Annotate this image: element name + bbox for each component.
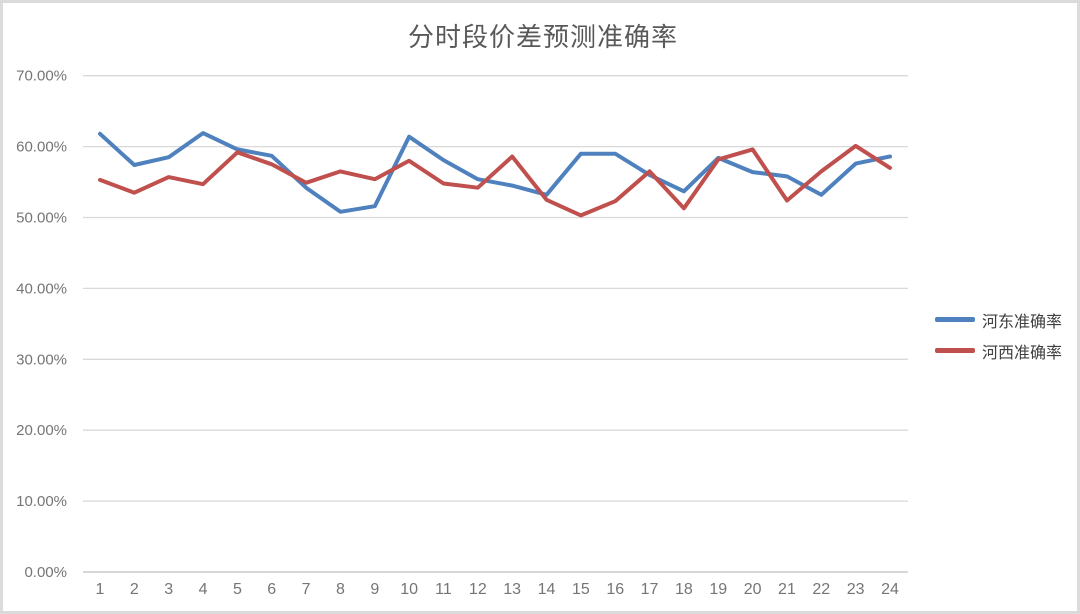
legend-label-hedong: 河东准确率 [982, 311, 1063, 331]
x-axis-label: 1 [96, 581, 105, 598]
y-axis-label: 30.00% [16, 351, 67, 368]
x-axis-label: 24 [881, 581, 899, 598]
series-line-hexi[interactable] [98, 143, 892, 218]
y-axis-label: 20.00% [16, 422, 67, 439]
x-axis-label: 3 [164, 581, 173, 598]
x-axis-label: 22 [812, 581, 830, 598]
x-axis-label: 19 [709, 581, 727, 598]
y-axis-label: 40.00% [16, 280, 67, 297]
x-axis-label: 16 [606, 581, 624, 598]
y-axis-label: 10.00% [16, 493, 67, 510]
x-axis-label: 6 [267, 581, 276, 598]
legend-label-hexi: 河西准确率 [982, 342, 1063, 362]
x-axis-label: 17 [641, 581, 659, 598]
series-line-hedong[interactable] [98, 131, 892, 214]
y-axis-label: 70.00% [16, 68, 67, 85]
y-axis-label: 0.00% [24, 564, 67, 581]
x-axis-label: 12 [469, 581, 487, 598]
x-axis-label: 10 [400, 581, 418, 598]
x-axis-label: 14 [538, 581, 556, 598]
x-axis-label: 11 [435, 581, 452, 598]
x-axis-label: 18 [675, 581, 693, 598]
x-axis-label: 5 [233, 581, 242, 598]
x-axis-label: 21 [778, 581, 796, 598]
x-axis-label: 8 [336, 581, 345, 598]
x-axis-label: 2 [130, 581, 139, 598]
legend-swatch-hexi-icon [935, 348, 975, 353]
y-axis-label: 50.00% [16, 210, 67, 227]
line-chart-plot-area: 0.00% 10.00% 20.00% 30.00% 40.00% 50.00% 60.00… [16, 68, 908, 598]
legend: 河东准确率 河西准确率 [935, 304, 1062, 366]
chart-title: 分时段价差预测准确率 [407, 23, 678, 53]
x-axis-label: 9 [370, 581, 379, 598]
legend-swatch-hedong-icon [935, 317, 975, 322]
x-axis-label: 7 [302, 581, 311, 598]
x-axis-label: 4 [199, 581, 208, 598]
legend-item-hexi[interactable]: 河西准确率 [935, 335, 1062, 366]
y-axis-label: 60.00% [16, 139, 67, 156]
legend-item-hedong[interactable]: 河东准确率 [935, 304, 1062, 335]
x-axis-label: 20 [744, 581, 762, 598]
x-axis-label: 15 [572, 581, 590, 598]
x-axis-label: 23 [847, 581, 865, 598]
x-axis-label: 13 [503, 581, 521, 598]
